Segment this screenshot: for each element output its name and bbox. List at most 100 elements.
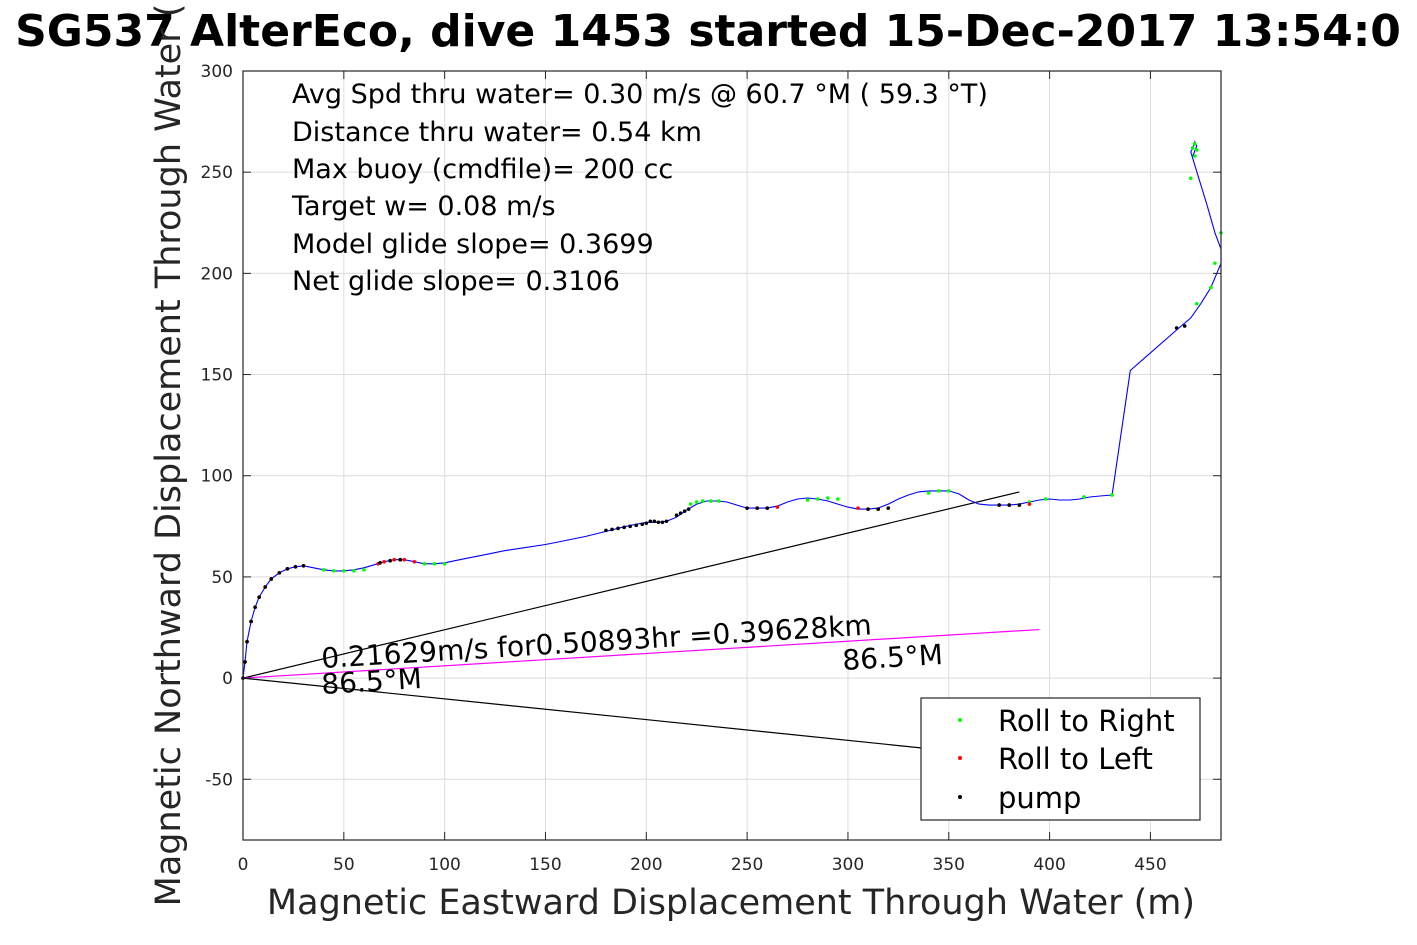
data-point xyxy=(378,560,382,565)
data-point xyxy=(946,489,951,493)
data-point xyxy=(392,557,397,562)
data-point xyxy=(644,521,649,526)
x-tick-label: 400 xyxy=(1033,855,1065,875)
annotation-net-glide: Net glide slope= 0.3106 xyxy=(292,266,620,297)
data-point xyxy=(1213,261,1217,266)
data-point xyxy=(269,577,274,581)
data-point xyxy=(1082,495,1086,499)
legend-label-roll-left: Roll to Left xyxy=(998,742,1153,776)
reference-line xyxy=(242,491,1020,679)
x-tick-label: 200 xyxy=(630,855,662,875)
data-point xyxy=(936,489,941,493)
annotation-max-buoy: Max buoy (cmdfile)= 200 cc xyxy=(292,154,673,185)
y-tick-label: -50 xyxy=(205,770,233,790)
reference-line xyxy=(242,628,1040,679)
data-point xyxy=(700,499,705,503)
legend-label-roll-right: Roll to Right xyxy=(998,704,1175,738)
x-tick-label: 150 xyxy=(529,855,561,875)
chart-title: SG537 AlterEco, dive 1453 started 15-Dec… xyxy=(15,6,1401,57)
data-point xyxy=(634,523,639,528)
data-point xyxy=(694,500,699,504)
data-point xyxy=(674,513,679,517)
y-tick-label: 300 xyxy=(201,62,233,82)
x-tick-label: 350 xyxy=(933,855,965,875)
data-point xyxy=(362,568,366,572)
data-point xyxy=(382,559,386,564)
data-point xyxy=(442,561,447,566)
data-point xyxy=(402,557,407,562)
data-point xyxy=(352,569,356,573)
data-point xyxy=(245,639,249,644)
data-point xyxy=(432,561,437,566)
x-tick-label: 300 xyxy=(832,855,864,875)
annotation-target-w: Target w= 0.08 m/s xyxy=(291,191,556,222)
y-tick-label: 150 xyxy=(201,366,233,386)
heading-end-label: 86.5°M xyxy=(841,638,943,677)
reference-line xyxy=(242,677,1030,760)
x-axis-label: Magnetic Eastward Displacement Through W… xyxy=(267,883,1195,923)
data-point xyxy=(856,506,860,510)
data-point xyxy=(616,526,620,531)
point-series xyxy=(241,142,1223,680)
data-point xyxy=(1007,503,1012,507)
heading-start-label: 86.5°M xyxy=(320,662,422,701)
data-point xyxy=(342,569,346,573)
data-point xyxy=(293,565,298,569)
data-point xyxy=(640,522,645,527)
data-point xyxy=(249,619,253,624)
x-tick-label: 250 xyxy=(731,855,763,875)
data-point xyxy=(398,557,403,562)
data-point xyxy=(628,524,632,529)
data-point xyxy=(1195,148,1199,152)
data-point xyxy=(285,567,290,571)
legend-label-pump: pump xyxy=(998,781,1081,815)
data-point xyxy=(664,519,669,524)
data-point xyxy=(277,571,282,575)
data-point xyxy=(610,527,614,532)
data-point xyxy=(243,660,247,664)
y-tick-label: 0 xyxy=(222,669,233,689)
y-axis-label: Magnetic Northward Displacement Through … xyxy=(149,4,189,907)
data-point xyxy=(682,509,687,513)
data-point xyxy=(263,585,267,589)
legend: Roll to Right Roll to Left pump xyxy=(920,697,1201,821)
data-point xyxy=(805,498,810,502)
data-point xyxy=(1192,142,1197,146)
data-point xyxy=(886,506,891,510)
data-point xyxy=(622,525,626,530)
data-point xyxy=(604,528,608,533)
data-point xyxy=(422,561,427,566)
data-point xyxy=(825,496,830,500)
data-point xyxy=(775,505,780,509)
data-point xyxy=(815,497,820,501)
data-point xyxy=(1190,146,1195,150)
data-point xyxy=(1017,503,1022,507)
data-point xyxy=(1195,301,1199,306)
data-point xyxy=(257,595,261,599)
data-point xyxy=(1209,285,1213,290)
data-point xyxy=(253,605,257,610)
y-tick-label: 100 xyxy=(201,467,233,487)
plot-frame xyxy=(242,70,1222,841)
data-point xyxy=(1188,176,1193,181)
data-point xyxy=(660,520,665,525)
data-point xyxy=(301,563,306,568)
data-point xyxy=(331,569,336,573)
data-point xyxy=(866,507,870,511)
data-point xyxy=(1174,326,1179,330)
data-point xyxy=(926,491,931,495)
annotation-distance: Distance thru water= 0.54 km xyxy=(292,117,702,148)
annotation-model-glide: Model glide slope= 0.3699 xyxy=(292,229,654,260)
data-point xyxy=(688,502,693,506)
data-point xyxy=(1043,497,1048,501)
y-tick-label: 250 xyxy=(201,163,233,183)
data-point xyxy=(1192,154,1197,158)
legend-marker-roll-left xyxy=(958,756,962,760)
data-point xyxy=(1182,324,1187,328)
x-tick-label: 100 xyxy=(428,855,460,875)
x-tick-label: 50 xyxy=(333,855,355,875)
data-point xyxy=(1110,493,1114,497)
annotation-avg-speed: Avg Spd thru water= 0.30 m/s @ 60.7 °M (… xyxy=(292,79,988,110)
data-point xyxy=(836,497,840,501)
data-point xyxy=(717,499,721,503)
